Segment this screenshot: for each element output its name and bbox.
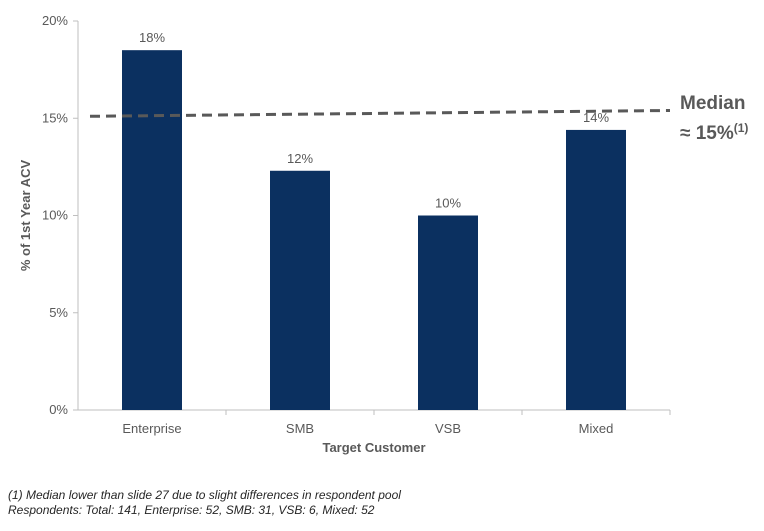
- median-value-text: ≈ 15%: [680, 123, 734, 144]
- median-footnote-ref: (1): [733, 121, 749, 135]
- x-tick-label-smb: SMB: [286, 421, 314, 436]
- footnote-median: (1) Median lower than slide 27 due to sl…: [8, 488, 401, 502]
- data-label-vsb: 10%: [435, 196, 461, 211]
- footnote-respondents: Respondents: Total: 141, Enterprise: 52,…: [8, 503, 375, 517]
- footnotes: (1) Median lower than slide 27 due to sl…: [8, 488, 401, 518]
- bar-mixed: [566, 129, 626, 411]
- data-label-smb: 12%: [287, 151, 313, 166]
- y-tick-label: 20%: [42, 13, 68, 28]
- median-label-title: Median: [680, 93, 746, 114]
- x-axis-title: Target Customer: [322, 440, 425, 455]
- data-label-enterprise: 18%: [139, 30, 165, 45]
- y-tick-label: 0%: [49, 402, 68, 417]
- y-tick-label: 5%: [49, 305, 68, 320]
- y-axis-title: % of 1st Year ACV: [18, 160, 33, 272]
- y-tick-label: 15%: [42, 110, 68, 125]
- bar-enterprise: [122, 50, 182, 411]
- y-tick-label: 10%: [42, 208, 68, 223]
- bar-chart: 0% 5% 10% 15% 20% 18% Enterprise 12% SMB 10% VSB 14…: [18, 13, 671, 455]
- bar-smb: [270, 170, 330, 410]
- bar-vsb: [418, 215, 478, 410]
- median-label-value: ≈ 15%(1): [680, 116, 748, 146]
- data-label-mixed: 14%: [583, 110, 609, 125]
- median-reference-line: [89, 108, 671, 118]
- median-annotation: Median ≈ 15%(1): [680, 92, 748, 146]
- x-tick-label-mixed: Mixed: [579, 421, 614, 436]
- x-tick-label-vsb: VSB: [435, 421, 461, 436]
- x-tick-label-enterprise: Enterprise: [122, 421, 181, 436]
